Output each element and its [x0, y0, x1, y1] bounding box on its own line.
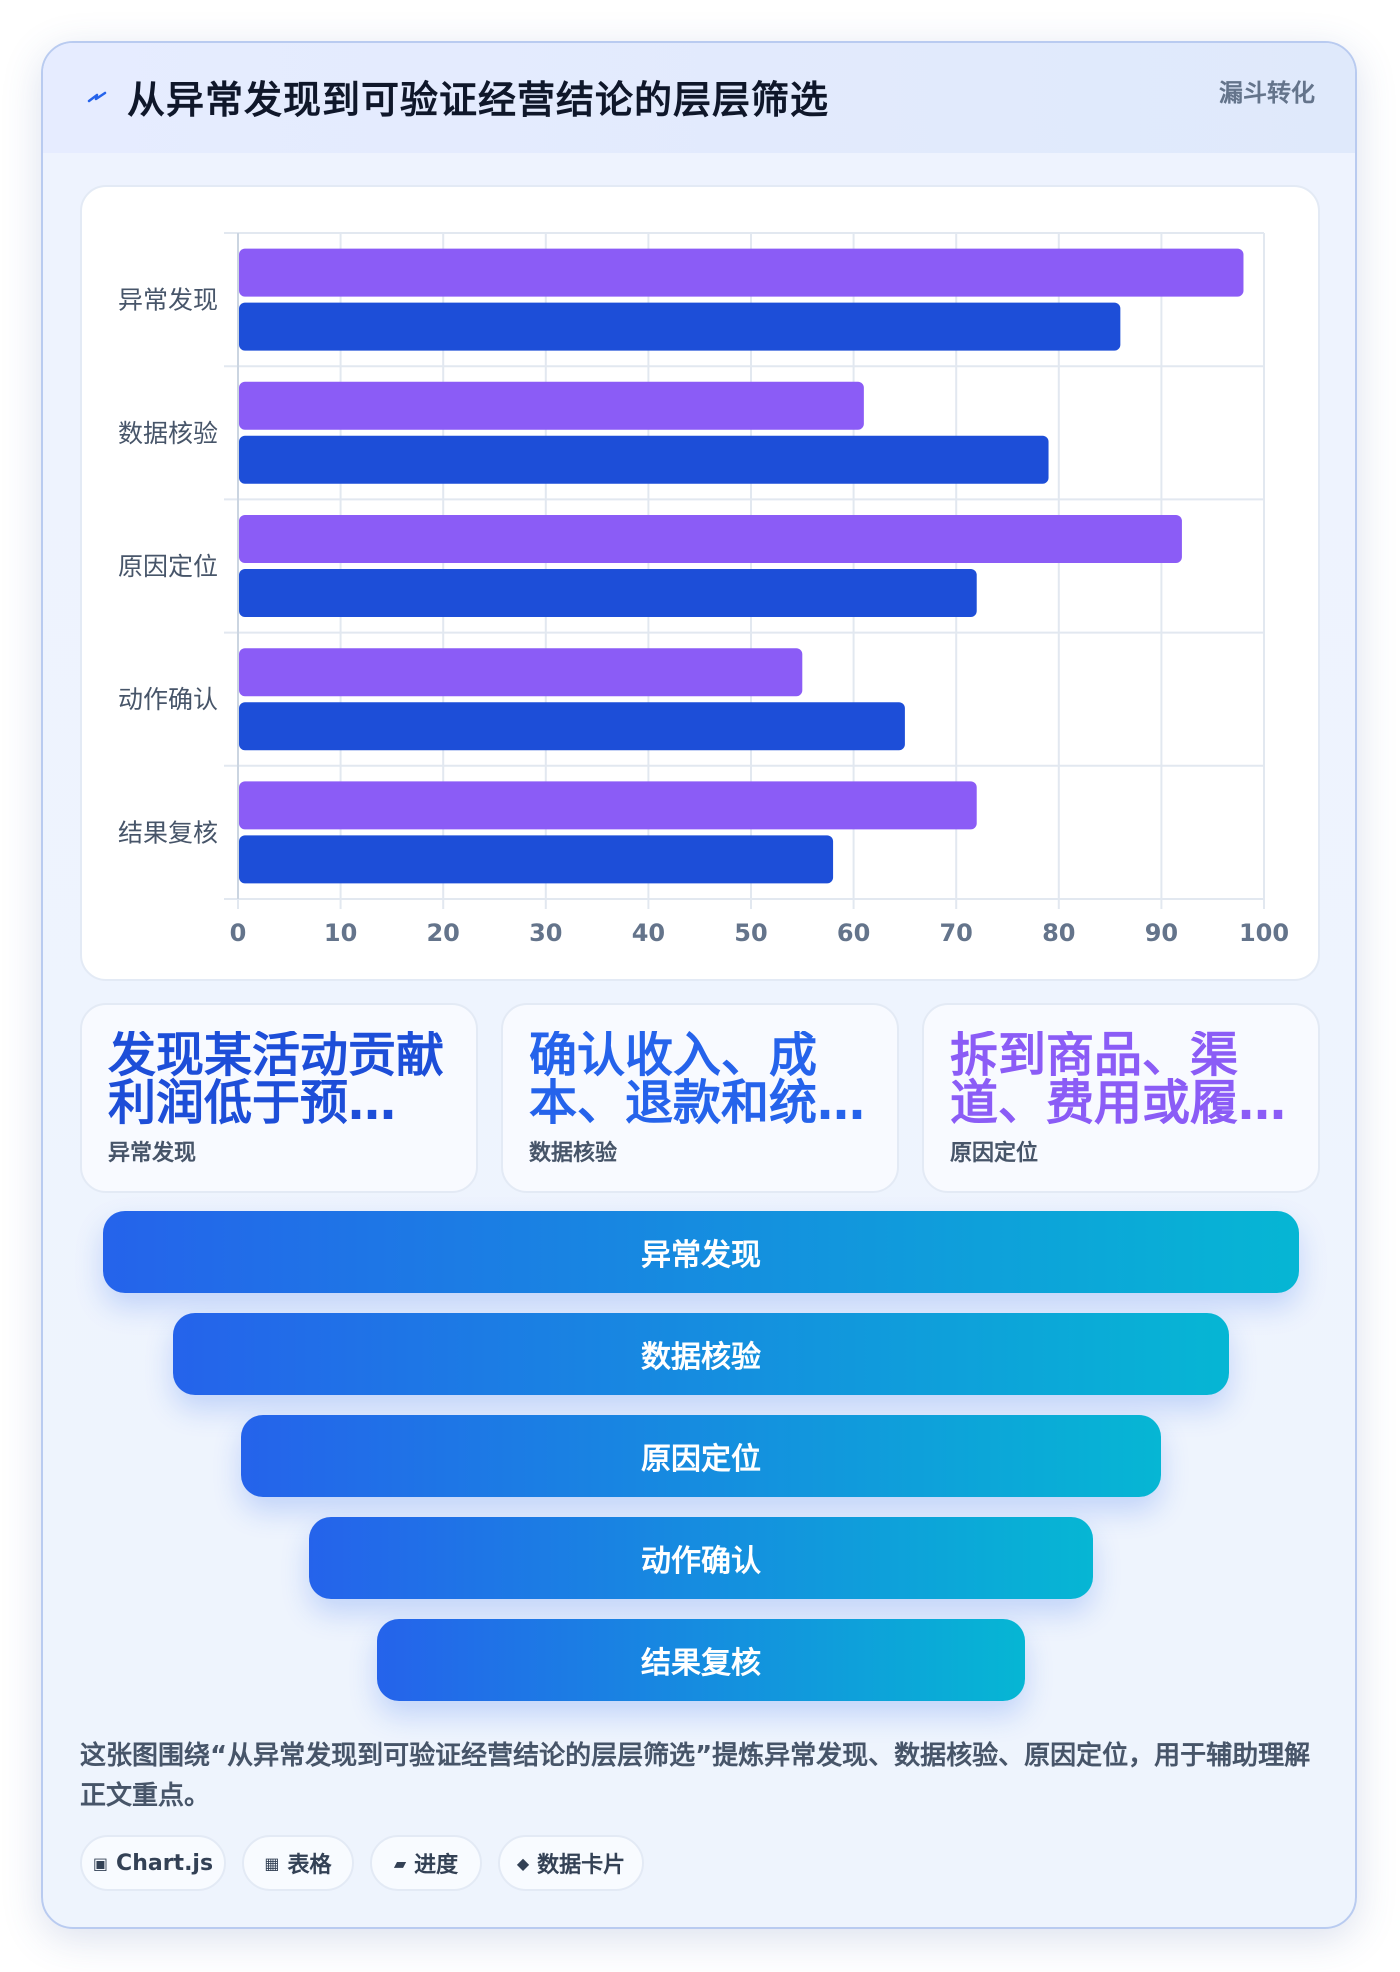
- bar-blue: [239, 435, 1049, 484]
- bar-purple: [239, 248, 1244, 297]
- y-tick-label: 数据核验: [118, 419, 218, 448]
- chip-label: 数据卡片: [537, 1853, 626, 1878]
- bar-purple: [239, 648, 803, 697]
- x-tick-label: 10: [324, 919, 357, 947]
- chip-label: 进度: [414, 1853, 459, 1878]
- stat-card: 发现某活动贡献利润低于预… 异常发现: [80, 1003, 478, 1193]
- chip-progress: ▰ 进度: [370, 1835, 482, 1891]
- chart-description: 这张图围绕“从异常发现到可验证经营结论的层层筛选”提炼异常发现、数据核验、原因定…: [80, 1741, 1311, 1811]
- table-icon: ▦: [264, 1853, 280, 1873]
- funnel-stage: 动作确认: [309, 1517, 1093, 1599]
- y-tick-label: 原因定位: [118, 552, 218, 581]
- x-tick-label: 80: [1042, 919, 1075, 947]
- x-tick-label: 50: [734, 919, 767, 947]
- stat-card-label: 异常发现: [108, 1141, 197, 1166]
- card-header: 从异常发现到可验证经营结论的层层筛选 漏斗转化: [43, 43, 1355, 153]
- lightning-icon: [83, 83, 111, 111]
- chart-type-tag: 漏斗转化: [1219, 79, 1315, 107]
- y-tick-label: 动作确认: [118, 685, 218, 714]
- bar-blue: [239, 702, 905, 751]
- y-tick-label: 结果复核: [118, 818, 218, 847]
- chip-label: 表格: [287, 1853, 332, 1878]
- funnel: 异常发现 数据核验 原因定位 动作确认 结果复核: [43, 1211, 1355, 1711]
- chart-panel: 0 10 20 30 40 50 60 70 80 90 100 异常发现数据核验原因定位动作确认结果…: [80, 185, 1320, 981]
- x-tick-label: 70: [939, 919, 972, 947]
- chip-label: Chart.js: [116, 1850, 214, 1876]
- bar-purple: [239, 381, 864, 430]
- stat-cards-row: 发现某活动贡献利润低于预… 异常发现 确认收入、成本、退款和统… 数据核验 拆到…: [80, 1003, 1320, 1193]
- funnel-stage: 数据核验: [173, 1313, 1229, 1395]
- bar-purple: [239, 515, 1182, 563]
- x-tick-label: 90: [1145, 919, 1178, 947]
- progress-icon: ▰: [393, 1853, 407, 1873]
- stat-card-label: 数据核验: [529, 1141, 618, 1166]
- infographic-card: 从异常发现到可验证经营结论的层层筛选 漏斗转化 0 10 20 30 40 50 60 70 8…: [41, 41, 1357, 1929]
- diamond-icon: ◆: [516, 1853, 530, 1873]
- bar-blue: [239, 569, 977, 617]
- bar-blue: [239, 302, 1121, 351]
- bar-chart: 0 10 20 30 40 50 60 70 80 90 100 异常发现数据核验原因定位动作确认结果…: [118, 232, 1289, 947]
- x-tick-label: 60: [837, 919, 870, 947]
- x-tick-label: 100: [1239, 919, 1289, 947]
- chip-table: ▦ 表格: [242, 1835, 354, 1891]
- x-tick-label: 20: [426, 919, 459, 947]
- stat-card-value: 发现某活动贡献利润低于预…: [108, 1031, 445, 1127]
- stat-card: 确认收入、成本、退款和统… 数据核验: [501, 1003, 899, 1193]
- chart-icon: ▣: [92, 1853, 109, 1873]
- x-tick-label: 30: [529, 919, 562, 947]
- bar-purple: [239, 781, 977, 830]
- chip-data-card: ◆ 数据卡片: [498, 1835, 644, 1891]
- bar-blue: [239, 835, 834, 884]
- x-tick-label: 0: [230, 919, 247, 947]
- chip-chartjs: ▣ Chart.js: [80, 1835, 226, 1891]
- funnel-stage: 原因定位: [241, 1415, 1161, 1497]
- y-tick-label: 异常发现: [118, 286, 218, 315]
- x-tick-label: 40: [632, 919, 665, 947]
- stat-card-label: 原因定位: [950, 1141, 1039, 1166]
- funnel-stage: 结果复核: [377, 1619, 1025, 1701]
- funnel-stage: 异常发现: [103, 1211, 1299, 1293]
- page-title: 从异常发现到可验证经营结论的层层筛选: [127, 78, 830, 122]
- stat-card-value: 确认收入、成本、退款和统…: [529, 1031, 866, 1127]
- stat-card: 拆到商品、渠道、费用或履… 原因定位: [922, 1003, 1320, 1193]
- stat-card-value: 拆到商品、渠道、费用或履…: [950, 1031, 1287, 1127]
